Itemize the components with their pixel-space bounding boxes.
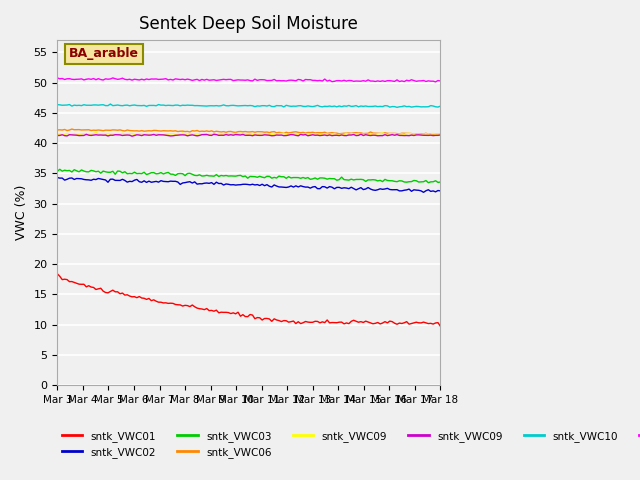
sntk_VWC02 xyxy=(54,175,61,180)
Text: BA_arable: BA_arable xyxy=(69,48,139,60)
sntk_VWC09 xyxy=(270,131,278,137)
sntk_VWC01 xyxy=(266,316,273,322)
sntk_VWC02 xyxy=(420,190,428,195)
sntk_VWC09 xyxy=(253,132,261,138)
sntk_VWC10 xyxy=(164,102,172,108)
sntk_VWC11 xyxy=(369,78,377,84)
sntk_VWC10 xyxy=(422,104,430,110)
sntk_VWC11 xyxy=(54,75,61,81)
Legend: sntk_VWC01, sntk_VWC02, sntk_VWC03, sntk_VWC06, sntk_VWC09, sntk_VWC09, sntk_VWC: sntk_VWC01, sntk_VWC02, sntk_VWC03, sntk… xyxy=(58,427,640,462)
sntk_VWC11 xyxy=(133,77,141,83)
Line: sntk_VWC09: sntk_VWC09 xyxy=(58,133,440,135)
sntk_VWC02 xyxy=(266,183,273,189)
Line: sntk_VWC10: sntk_VWC10 xyxy=(58,104,440,108)
sntk_VWC11 xyxy=(109,75,116,81)
sntk_VWC11 xyxy=(164,77,172,83)
sntk_VWC03 xyxy=(56,167,63,172)
sntk_VWC01 xyxy=(162,300,170,306)
sntk_VWC06 xyxy=(420,131,428,137)
sntk_VWC09 xyxy=(371,132,379,137)
Line: sntk_VWC09: sntk_VWC09 xyxy=(58,134,440,136)
sntk_VWC02 xyxy=(367,186,374,192)
sntk_VWC03 xyxy=(133,171,141,177)
sntk_VWC10 xyxy=(436,103,444,109)
sntk_VWC09 xyxy=(357,132,365,137)
sntk_VWC02 xyxy=(131,177,138,183)
sntk_VWC06 xyxy=(68,126,76,132)
sntk_VWC02 xyxy=(417,188,425,194)
sntk_VWC01 xyxy=(367,320,374,326)
sntk_VWC09 xyxy=(422,132,430,138)
sntk_VWC09 xyxy=(164,131,172,137)
sntk_VWC06 xyxy=(369,130,377,136)
sntk_VWC01 xyxy=(131,294,138,300)
sntk_VWC09 xyxy=(268,133,276,139)
sntk_VWC06 xyxy=(436,131,444,137)
sntk_VWC09 xyxy=(422,131,430,137)
sntk_VWC03 xyxy=(304,175,312,180)
sntk_VWC03 xyxy=(164,169,172,175)
sntk_VWC01 xyxy=(301,319,309,324)
sntk_VWC11 xyxy=(420,78,428,84)
sntk_VWC09 xyxy=(133,132,141,138)
Line: sntk_VWC06: sntk_VWC06 xyxy=(58,129,440,134)
sntk_VWC09 xyxy=(133,131,141,137)
sntk_VWC09 xyxy=(54,132,61,137)
sntk_VWC03 xyxy=(369,177,377,182)
sntk_VWC03 xyxy=(54,168,61,174)
sntk_VWC01 xyxy=(436,324,444,329)
sntk_VWC02 xyxy=(301,184,309,190)
sntk_VWC06 xyxy=(133,128,141,133)
sntk_VWC10 xyxy=(393,105,401,110)
Line: sntk_VWC03: sntk_VWC03 xyxy=(58,169,440,183)
sntk_VWC10 xyxy=(268,104,276,109)
sntk_VWC09 xyxy=(128,133,136,139)
sntk_VWC06 xyxy=(304,130,312,135)
Y-axis label: VWC (%): VWC (%) xyxy=(15,185,28,240)
sntk_VWC03 xyxy=(268,175,276,181)
sntk_VWC11 xyxy=(436,78,444,84)
sntk_VWC09 xyxy=(436,132,444,137)
Line: sntk_VWC02: sntk_VWC02 xyxy=(58,178,440,192)
sntk_VWC02 xyxy=(436,188,444,194)
sntk_VWC11 xyxy=(268,77,276,83)
sntk_VWC11 xyxy=(432,79,440,85)
sntk_VWC10 xyxy=(106,101,114,107)
sntk_VWC09 xyxy=(92,130,100,136)
sntk_VWC10 xyxy=(369,104,377,109)
sntk_VWC09 xyxy=(164,132,172,138)
sntk_VWC10 xyxy=(54,102,61,108)
sntk_VWC09 xyxy=(304,133,312,139)
Title: Sentek Deep Soil Moisture: Sentek Deep Soil Moisture xyxy=(140,15,358,33)
sntk_VWC03 xyxy=(424,180,432,186)
sntk_VWC06 xyxy=(164,128,172,134)
sntk_VWC06 xyxy=(424,132,432,137)
Line: sntk_VWC01: sntk_VWC01 xyxy=(58,274,440,326)
sntk_VWC09 xyxy=(371,132,379,138)
Line: sntk_VWC11: sntk_VWC11 xyxy=(58,78,440,82)
sntk_VWC10 xyxy=(133,103,141,108)
sntk_VWC03 xyxy=(420,179,428,185)
sntk_VWC09 xyxy=(307,131,314,137)
sntk_VWC06 xyxy=(54,127,61,133)
sntk_VWC03 xyxy=(436,179,444,185)
sntk_VWC02 xyxy=(162,179,170,184)
sntk_VWC06 xyxy=(268,129,276,135)
sntk_VWC09 xyxy=(436,132,444,138)
sntk_VWC11 xyxy=(304,77,312,83)
sntk_VWC01 xyxy=(54,271,61,277)
sntk_VWC09 xyxy=(54,132,61,138)
sntk_VWC10 xyxy=(304,103,312,109)
sntk_VWC01 xyxy=(417,320,425,326)
